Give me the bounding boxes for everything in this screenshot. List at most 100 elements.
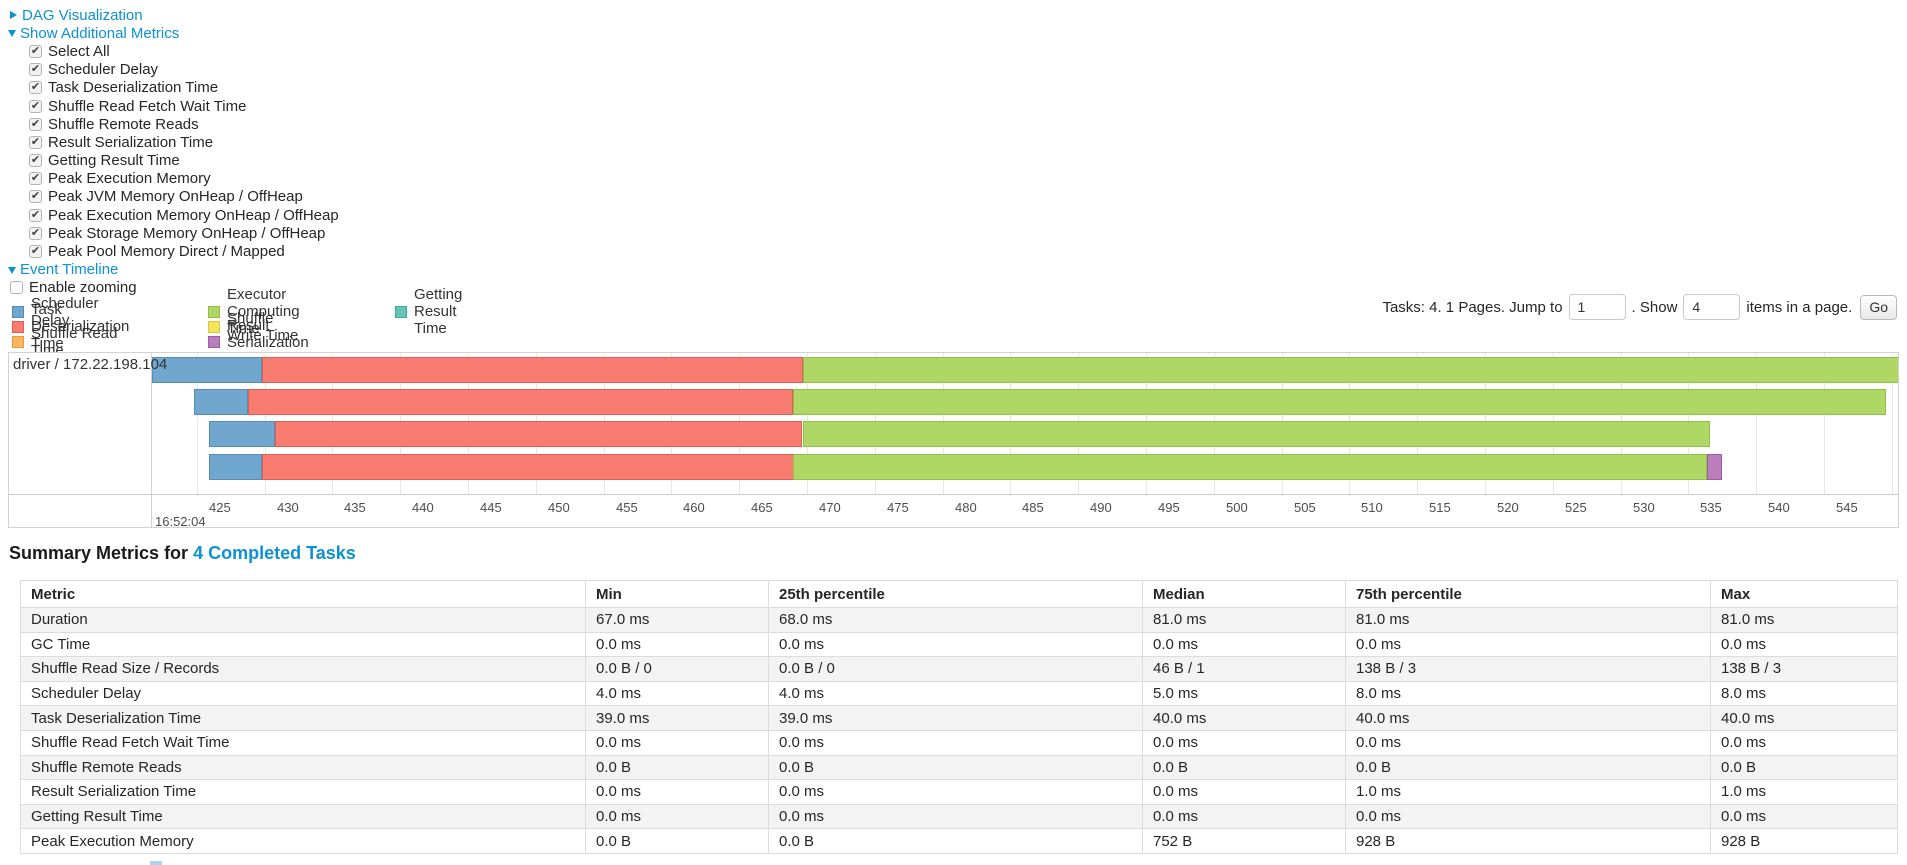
axis-tick-label: 450 bbox=[548, 500, 570, 515]
task-timeline-bar[interactable] bbox=[152, 454, 1898, 480]
metric-value-cell: 1.0 ms bbox=[1345, 779, 1711, 805]
metric-checkbox[interactable]: ✔ bbox=[29, 99, 42, 113]
metric-checkbox-row: ✔ Result Serialization Time bbox=[8, 133, 339, 151]
expanded-arrow-icon bbox=[8, 30, 16, 38]
metric-value-cell: 4.0 ms bbox=[585, 680, 769, 707]
metric-value-cell: 138 B / 3 bbox=[1345, 656, 1711, 682]
summary-metrics-title: Summary Metrics for 4 Completed Tasks bbox=[9, 543, 356, 564]
pagination-prefix-label: Tasks: 4. 1 Pages. Jump to bbox=[1382, 298, 1563, 316]
axis-tick-label: 510 bbox=[1361, 500, 1383, 515]
column-header-75th-percentile: 75th percentile bbox=[1345, 580, 1711, 608]
scheduler_delay-segment[interactable] bbox=[209, 421, 275, 447]
metric-checkbox[interactable]: ✔ bbox=[29, 208, 42, 222]
axis-time-label: 16:52:04 bbox=[155, 514, 206, 527]
metric-name-cell: Shuffle Remote Reads bbox=[20, 754, 586, 781]
metric-checkbox-label: Peak Storage Memory OnHeap / OffHeap bbox=[48, 224, 326, 242]
metric-checkbox-label: Shuffle Remote Reads bbox=[48, 115, 199, 133]
enable-zooming-checkbox[interactable] bbox=[10, 281, 23, 295]
show-additional-metrics-toggle[interactable]: Show Additional Metrics bbox=[8, 24, 339, 42]
axis-tick-label: 500 bbox=[1226, 500, 1248, 515]
completed-tasks-link[interactable]: 4 Completed Tasks bbox=[193, 543, 356, 563]
metric-checkbox-label: Peak Pool Memory Direct / Mapped bbox=[48, 243, 285, 261]
scheduler_delay-legend-swatch bbox=[12, 305, 24, 318]
column-header-metric: Metric bbox=[20, 580, 586, 608]
show-additional-metrics-link[interactable]: Show Additional Metrics bbox=[20, 24, 180, 42]
legend-item-label: Task Deserialization Time bbox=[31, 301, 130, 353]
axis-tick-label: 475 bbox=[887, 500, 909, 515]
legend-column: Executor Computing Time Shuffle Write Tim… bbox=[208, 286, 309, 368]
dag-visualization-link[interactable]: DAG Visualization bbox=[22, 6, 143, 24]
metric-value-cell: 0.0 ms bbox=[1710, 729, 1898, 756]
axis-tick-label: 520 bbox=[1497, 500, 1519, 515]
task-timeline-bar[interactable] bbox=[152, 421, 1898, 447]
metric-checkbox[interactable]: ✔ bbox=[29, 44, 42, 58]
event-timeline-chart: driver / 172.22.198.104 425 430 435 440 445 4… bbox=[8, 352, 1899, 528]
go-button[interactable]: Go bbox=[1860, 294, 1897, 320]
metric-checkbox-row: ✔ Peak JVM Memory OnHeap / OffHeap bbox=[8, 188, 339, 206]
task_deserialization-segment[interactable] bbox=[275, 421, 802, 447]
legend-column: Scheduler Delay Task Deserialization Time… bbox=[12, 295, 130, 359]
axis-tick-label: 505 bbox=[1294, 500, 1316, 515]
metric-value-cell: 0.0 ms bbox=[585, 729, 769, 756]
metric-checkbox-row: ✔ Peak Execution Memory bbox=[8, 170, 339, 188]
table-row: Result Serialization Time 0.0 ms 0.0 ms 0.0… bbox=[20, 779, 1898, 805]
metric-value-cell: 0.0 B / 0 bbox=[768, 656, 1143, 682]
items-per-page-input[interactable] bbox=[1683, 294, 1741, 320]
executor_computing-segment[interactable] bbox=[803, 421, 1710, 447]
metric-name-cell: Task Deserialization Time bbox=[20, 705, 586, 731]
result_serialization-segment[interactable] bbox=[1707, 454, 1722, 480]
metric-checkbox[interactable]: ✔ bbox=[29, 81, 42, 95]
task_deserialization-segment[interactable] bbox=[248, 389, 793, 415]
event-timeline-link[interactable]: Event Timeline bbox=[20, 261, 119, 279]
jump-to-page-input[interactable] bbox=[1568, 294, 1626, 320]
metric-value-cell: 4.0 ms bbox=[768, 680, 1143, 707]
metric-checkbox-label: Getting Result Time bbox=[48, 152, 180, 170]
metric-value-cell: 81.0 ms bbox=[1345, 607, 1711, 633]
axis-tick-label: 530 bbox=[1633, 500, 1655, 515]
legend-item: Result Serialization Time bbox=[208, 317, 309, 368]
metric-checkbox[interactable]: ✔ bbox=[29, 226, 42, 240]
metric-checkbox[interactable]: ✔ bbox=[29, 154, 42, 168]
executor_computing-segment[interactable] bbox=[803, 357, 1898, 383]
axis-tick-label: 425 bbox=[209, 500, 231, 515]
task-timeline-bar[interactable] bbox=[152, 389, 1898, 415]
metric-checkbox-label: Peak Execution Memory bbox=[48, 170, 211, 188]
event-timeline-toggle[interactable]: Event Timeline bbox=[8, 261, 339, 279]
pagination-mid-label: . Show bbox=[1631, 298, 1678, 316]
metric-value-cell: 40.0 ms bbox=[1710, 705, 1898, 731]
scheduler_delay-segment[interactable] bbox=[194, 389, 248, 415]
axis-tick-label: 540 bbox=[1768, 500, 1790, 515]
scheduler_delay-segment[interactable] bbox=[209, 454, 262, 480]
metric-value-cell: 8.0 ms bbox=[1710, 680, 1898, 707]
metric-checkbox[interactable]: ✔ bbox=[29, 63, 42, 77]
metric-value-cell: 0.0 ms bbox=[1710, 803, 1898, 830]
metric-value-cell: 752 B bbox=[1142, 828, 1346, 854]
executor_computing-segment[interactable] bbox=[793, 454, 1707, 480]
metric-checkbox[interactable]: ✔ bbox=[29, 135, 42, 149]
metric-checkbox[interactable]: ✔ bbox=[29, 117, 42, 131]
metric-checkbox[interactable]: ✔ bbox=[29, 190, 42, 204]
axis-tick-label: 460 bbox=[683, 500, 705, 515]
axis-tick-label: 455 bbox=[616, 500, 638, 515]
column-header-min: Min bbox=[585, 580, 769, 608]
legend-item-label: Shuffle Write Time bbox=[227, 309, 299, 344]
metric-checkbox-row: ✔ Task Deserialization Time bbox=[8, 79, 339, 97]
metric-checkbox[interactable]: ✔ bbox=[29, 172, 42, 186]
table-row: Task Deserialization Time 39.0 ms 39.0 ms 4… bbox=[20, 705, 1898, 731]
getting_result-legend-swatch bbox=[395, 305, 407, 318]
task_deserialization-segment[interactable] bbox=[262, 357, 803, 383]
metric-value-cell: 0.0 B bbox=[1345, 754, 1711, 781]
dag-visualization-toggle[interactable]: DAG Visualization bbox=[8, 6, 339, 24]
metric-checkbox[interactable]: ✔ bbox=[29, 245, 42, 259]
axis-tick-label: 445 bbox=[480, 500, 502, 515]
axis-tick-label: 495 bbox=[1158, 500, 1180, 515]
task_deserialization-segment[interactable] bbox=[262, 454, 794, 480]
scheduler_delay-segment[interactable] bbox=[152, 357, 262, 383]
metric-value-cell: 40.0 ms bbox=[1142, 705, 1346, 731]
executor_computing-segment[interactable] bbox=[793, 389, 1886, 415]
task-timeline-bar[interactable] bbox=[152, 357, 1898, 383]
axis-gridline bbox=[197, 353, 198, 494]
table-row: GC Time 0.0 ms 0.0 ms 0.0 ms 0.0 ms 0.0 ms bbox=[20, 631, 1898, 658]
metric-checkbox-label: Shuffle Read Fetch Wait Time bbox=[48, 97, 247, 115]
